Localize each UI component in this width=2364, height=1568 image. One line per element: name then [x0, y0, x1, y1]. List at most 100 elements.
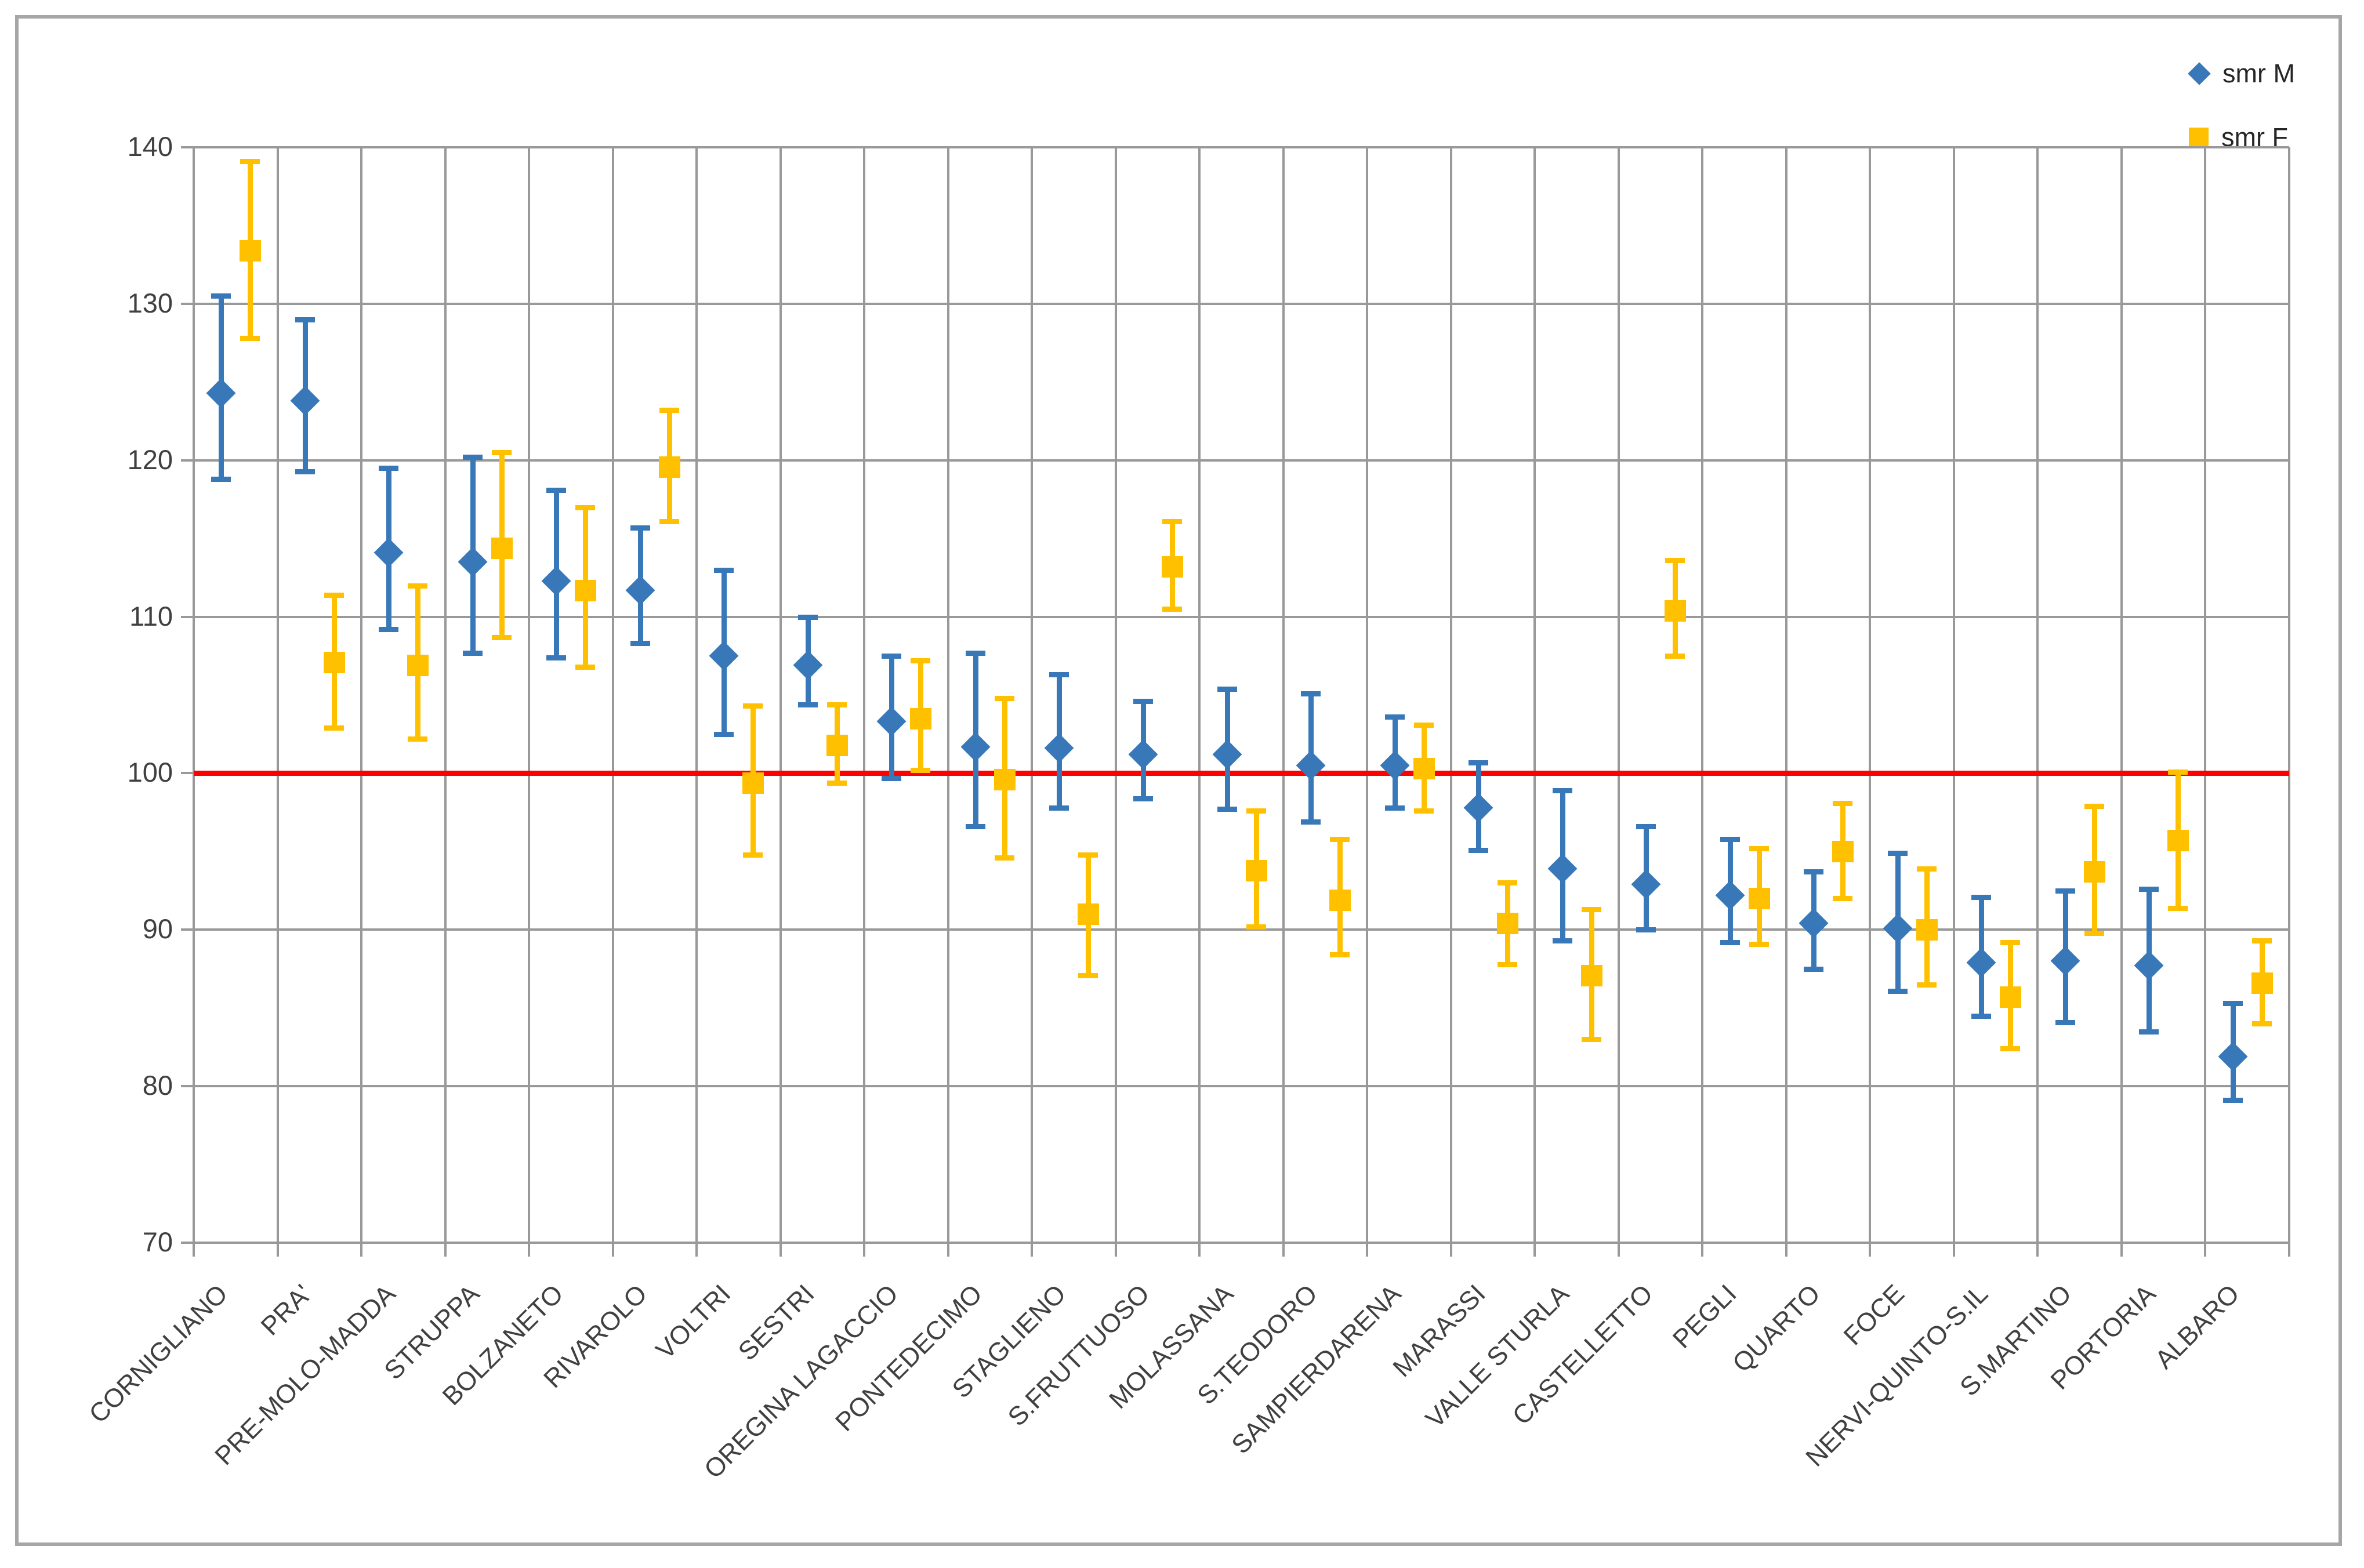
error-bar-cap-top [1301, 691, 1321, 696]
x-grid-line [1869, 147, 1872, 1243]
x-axis-tick [528, 1243, 531, 1257]
error-bar-cap-top [1581, 907, 1601, 913]
error-bar-cap-top [295, 317, 315, 322]
error-bar-cap-top [1887, 851, 1908, 856]
category-label: S.FRUTTUOSO [1002, 1279, 1156, 1432]
error-bar-cap-bottom [1049, 805, 1069, 811]
x-axis-tick [1533, 1243, 1536, 1257]
error-bar-cap-bottom [1413, 808, 1434, 814]
legend-square-icon [2189, 128, 2209, 147]
x-grid-line [1198, 147, 1201, 1243]
marker-smr-f-portoria [2167, 830, 2189, 852]
error-bar-cap-bottom [2055, 1019, 2075, 1025]
error-bar-cap-bottom [1887, 988, 1908, 994]
y-grid-line [194, 146, 2289, 148]
category-label: CASTELLETTO [1506, 1279, 1659, 1431]
marker-smr-f-sestri [826, 734, 848, 756]
error-bar-cap-bottom [295, 469, 315, 474]
error-bar-cap-top [1413, 722, 1434, 728]
legend-label-smr-m: smr M [2222, 59, 2295, 88]
error-bar-cap-bottom [240, 336, 260, 342]
y-axis-tick [181, 146, 194, 148]
x-grid-line [444, 147, 447, 1243]
y-axis-label: 80 [142, 1070, 173, 1101]
x-axis-tick [1869, 1243, 1872, 1257]
category-label: VALLE STURLA [1419, 1279, 1575, 1434]
x-axis-tick [1701, 1243, 1704, 1257]
x-grid-line [1031, 147, 1034, 1243]
x-grid-line [1952, 147, 1955, 1243]
x-axis-tick [2120, 1243, 2123, 1257]
error-bar-cap-top [379, 466, 399, 471]
error-bar-cap-top [1133, 699, 1153, 705]
category-label: PEGLI [1666, 1279, 1742, 1354]
y-axis-label: 130 [127, 287, 173, 318]
error-bar-cap-bottom [1971, 1013, 1992, 1019]
category-label: ALBARO [2149, 1279, 2245, 1375]
x-grid-line [863, 147, 866, 1243]
error-bar-cap-top [1330, 836, 1350, 842]
x-grid-line [1114, 147, 1117, 1243]
y-axis-label: 140 [127, 131, 173, 162]
error-bar-cap-top [408, 583, 428, 589]
error-bar-cap-bottom [1217, 807, 1237, 812]
error-bar-cap-top [1833, 800, 1853, 806]
x-axis-tick [863, 1243, 866, 1257]
error-bar-cap-top [1636, 824, 1656, 830]
error-bar-cap-bottom [1162, 607, 1182, 612]
x-grid-line [1533, 147, 1536, 1243]
error-bar-cap-top [797, 614, 818, 620]
error-bar-cap-top [546, 487, 567, 493]
marker-smr-f-albaro [2251, 972, 2273, 994]
x-grid-line [695, 147, 698, 1243]
y-axis-label: 120 [127, 444, 173, 475]
marker-smr-f-s.teodoro [1329, 890, 1351, 911]
error-bar-cap-bottom [630, 641, 650, 647]
error-bar-cap-bottom [408, 736, 428, 742]
x-grid-line [947, 147, 949, 1243]
category-label: VOLTRI [650, 1279, 737, 1365]
error-bar-cap-bottom [659, 518, 679, 524]
y-axis-label: 90 [142, 913, 173, 945]
x-axis-tick [947, 1243, 949, 1257]
error-bar-cap-top [659, 408, 679, 413]
x-grid-line [528, 147, 531, 1243]
marker-smr-f-valle sturla [1580, 964, 1602, 986]
error-bar-cap-bottom [911, 768, 931, 774]
x-axis-tick [1449, 1243, 1452, 1257]
x-axis-tick [1785, 1243, 1787, 1257]
x-axis-tick [611, 1243, 614, 1257]
x-axis-tick [1282, 1243, 1285, 1257]
x-axis-tick [444, 1243, 447, 1257]
error-bar-cap-bottom [2222, 1098, 2243, 1104]
marker-smr-f-pegli [1748, 888, 1770, 910]
category-label: PONTEDECIMO [829, 1279, 988, 1437]
error-bar-cap-bottom [491, 634, 512, 640]
error-bar-cap-top [1049, 672, 1069, 678]
error-bar-cap-top [1217, 686, 1237, 692]
error-bar-cap-bottom [546, 655, 567, 660]
marker-smr-f-foce [1916, 919, 1938, 941]
error-bar-cap-bottom [2139, 1029, 2159, 1035]
error-bar-cap-top [240, 159, 260, 165]
error-bar-cap-top [1498, 880, 1518, 886]
x-axis-tick [695, 1243, 698, 1257]
y-grid-line [194, 928, 2289, 931]
error-bar-cap-top [2222, 1001, 2243, 1007]
x-axis-tick [1617, 1243, 1620, 1257]
marker-smr-f-quarto [1832, 841, 1854, 863]
x-grid-line [611, 147, 614, 1243]
marker-smr-f-s.fruttuoso [1161, 556, 1183, 578]
error-bar-cap-top [462, 455, 483, 460]
marker-smr-f-pra' [323, 651, 345, 673]
error-bar-cap-bottom [2251, 1021, 2272, 1027]
error-bar-cap-bottom [1246, 924, 1266, 930]
x-grid-line [2036, 147, 2039, 1243]
x-axis-tick [1952, 1243, 1955, 1257]
x-grid-line [1617, 147, 1620, 1243]
error-bar-cap-bottom [826, 780, 847, 786]
error-bar-cap-top [1078, 852, 1098, 858]
marker-smr-f-cornigliano [240, 240, 262, 262]
error-bar-cap-top [1916, 866, 1937, 872]
error-bar-cap-bottom [575, 664, 596, 670]
